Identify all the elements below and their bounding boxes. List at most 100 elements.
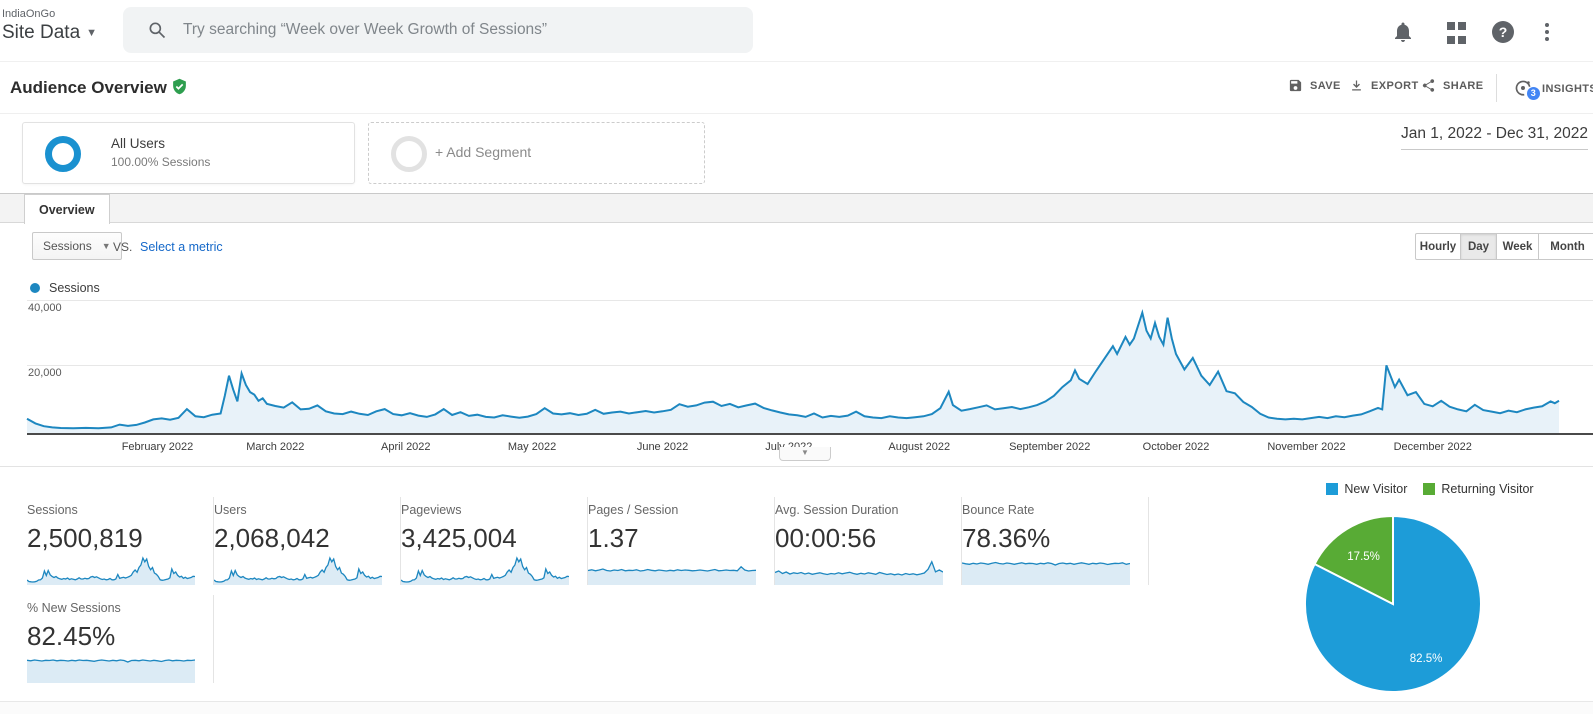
vs-label: VS. [113,240,133,254]
x-axis-label: June 2022 [636,441,689,453]
add-segment-label: + Add Segment [435,144,532,160]
download-icon [1352,80,1361,91]
metric-label: Avg. Session Duration [775,503,899,517]
share-label: SHARE [1443,79,1484,92]
metric-value: 82.45% [27,621,116,651]
view-name: Site Data [2,22,81,43]
export-label: EXPORT [1371,79,1419,92]
segment-circle-icon [45,136,81,172]
x-axis-label: August 2022 [888,441,951,453]
x-axis-label: October 2022 [1142,441,1210,453]
select-metric-link[interactable]: Select a metric [140,240,223,254]
pie-label-new-visitor: 82.5% [1410,653,1443,665]
account-name: IndiaOnGo [2,8,56,20]
chevron-down-icon: ▼ [101,241,111,251]
search-input[interactable] [183,21,703,39]
chevron-down-icon: ▼ [86,27,98,39]
metric-value: 00:00:56 [775,523,877,553]
notifications-bell-icon[interactable] [1391,20,1415,44]
insights-button[interactable]: 3 INSIGHTS [1513,78,1593,100]
tab-strip: Overview [0,193,1593,224]
pie-legend: New Visitor Returning Visitor [1280,482,1580,496]
x-axis-label: March 2022 [246,441,305,453]
returning-visitor-swatch-icon [1423,483,1436,495]
metric-label: Users [214,503,247,517]
metric-sparkline [27,556,195,585]
segment-title: All Users [111,136,166,151]
chart-collapse-tab[interactable]: ▼ [779,447,831,461]
metric-label: Bounce Rate [962,503,1035,517]
metric-selector-dropdown[interactable]: Sessions ▼ [32,232,122,260]
insights-icon [1515,80,1531,96]
visitor-type-pie-chart[interactable]: 82.5% 17.5% [1298,509,1488,699]
metric-card-avg-session-duration[interactable]: Avg. Session Duration 00:00:56 [775,497,962,585]
granularity-month[interactable]: Month [1539,233,1593,260]
share-icon [1422,79,1435,92]
metric-card-pages-session[interactable]: Pages / Session 1.37 [588,497,775,585]
more-menu-icon[interactable] [1540,20,1554,44]
insights-badge: 3 [1527,87,1540,100]
returning-visitor-label: Returning Visitor [1441,482,1534,496]
chart-legend: Sessions [30,281,100,295]
pie-slice-returning-visitor[interactable] [1313,514,1394,606]
report-toolbar: Audience Overview SAVE EXPORT SHARE 3 IN… [0,62,1593,114]
legend-returning-visitor: Returning Visitor [1423,482,1534,496]
tab-overview[interactable]: Overview [24,194,110,224]
metric-card--new-sessions[interactable]: % New Sessions 82.45% [27,595,214,683]
x-axis-label: November 2022 [1267,441,1346,453]
export-button[interactable]: EXPORT [1349,78,1419,93]
metric-value: 3,425,004 [401,523,517,553]
metric-value: 2,500,819 [27,523,143,553]
metric-card-pageviews[interactable]: Pageviews 3,425,004 [401,497,588,585]
metric-sparkline [775,560,943,585]
granularity-day[interactable]: Day [1461,233,1497,260]
add-segment-button[interactable]: + Add Segment [368,122,705,184]
granularity-hourly[interactable]: Hourly [1415,233,1461,260]
metric-cards-row-1: Sessions 2,500,819 Users 2,068,042 Pageviews… [27,497,1149,585]
verified-shield-icon [173,78,186,95]
legend-new-visitor: New Visitor [1326,482,1407,496]
segment-all-users[interactable]: All Users 100.00% Sessions [22,122,355,184]
help-icon[interactable]: ? [1492,21,1514,43]
metric-card-sessions[interactable]: Sessions 2,500,819 [27,497,214,585]
app-header: IndiaOnGo Site Data ▼ ? [0,0,1593,62]
segment-subtitle: 100.00% Sessions [111,155,211,169]
insights-label: INSIGHTS [1542,83,1593,95]
toolbar-divider [1496,74,1497,102]
save-button[interactable]: SAVE [1288,78,1341,93]
metric-sparkline [401,556,569,585]
share-button[interactable]: SHARE [1421,78,1484,93]
save-icon [1289,79,1302,92]
metric-label: Sessions [27,503,78,517]
account-switcher[interactable]: IndiaOnGo Site Data ▼ [2,8,97,44]
x-axis-label: September 2022 [1009,441,1091,453]
metric-sparkline [588,565,756,585]
add-segment-circle-icon [391,136,427,172]
metric-label: % New Sessions [27,601,121,615]
page-bottom-edge [0,701,1593,714]
x-axis [27,433,1593,435]
metric-sparkline [962,561,1130,585]
date-range-selector[interactable]: Jan 1, 2022 - Dec 31, 2022 [1401,125,1588,150]
gridline-40000 [27,300,1593,301]
granularity-toggle: Hourly Day Week Month [1415,233,1593,260]
search-bar[interactable] [123,7,753,53]
metric-value: 1.37 [588,523,639,553]
granularity-week[interactable]: Week [1497,233,1539,260]
gridline-20000 [27,365,1593,366]
x-axis-label: December 2022 [1393,441,1472,453]
metric-sparkline [214,556,382,585]
apps-grid-icon[interactable] [1447,22,1471,46]
save-label: SAVE [1310,79,1341,92]
metric-card-users[interactable]: Users 2,068,042 [214,497,401,585]
sessions-legend-dot-icon [30,283,40,293]
metric-card-bounce-rate[interactable]: Bounce Rate 78.36% [962,497,1149,585]
sessions-legend-label: Sessions [49,281,100,295]
y-tick-20000: 20,000 [28,367,62,379]
search-icon [149,22,166,39]
metric-value: 2,068,042 [214,523,330,553]
pie-label-returning-visitor: 17.5% [1347,551,1380,563]
sessions-line-chart[interactable] [0,275,1593,435]
new-visitor-swatch-icon [1326,483,1339,495]
